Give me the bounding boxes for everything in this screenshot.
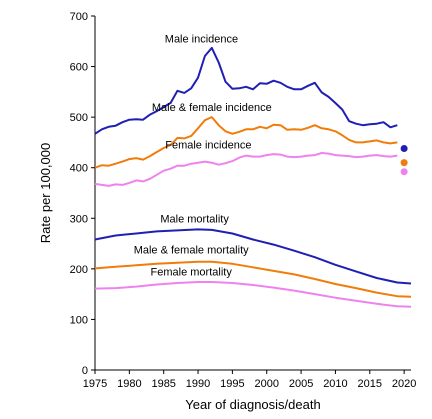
y-tick-label: 100	[70, 314, 88, 326]
series-label-female-mortality: Female mortality	[151, 266, 233, 278]
series-label-male-female-incidence: Male & female incidence	[152, 102, 272, 114]
y-tick-label: 500	[70, 112, 88, 124]
point-2020-male-female-incidence	[400, 159, 408, 167]
y-tick-label: 200	[70, 264, 88, 276]
x-tick-label: 1985	[151, 378, 175, 390]
series-line-male-female-incidence	[94, 116, 398, 169]
x-tick-label: 2015	[358, 378, 382, 390]
y-axis-ticks: 0 100 200 300 400 500 600 700	[70, 11, 95, 377]
y-tick-label: 300	[70, 213, 88, 225]
series-lines	[94, 46, 412, 308]
x-tick-label: 1975	[83, 378, 107, 390]
x-tick-label: 2005	[289, 378, 313, 390]
series-labels: Male incidence Male & female incidence Fem…	[134, 33, 272, 278]
series-label-male-female-mortality: Male & female mortality	[134, 245, 249, 257]
series-line-male-mortality	[94, 228, 412, 285]
x-axis-ticks: 1975 1980 1985 1990 1995 2000 2005 2010 2015 2020	[83, 370, 416, 390]
series-label-female-incidence: Female incidence	[165, 139, 251, 151]
series-line-male-incidence	[94, 46, 398, 135]
x-tick-label: 2010	[323, 378, 347, 390]
series-label-male-incidence: Male incidence	[165, 33, 238, 45]
x-axis-title: Year of diagnosis/death	[185, 397, 320, 412]
y-tick-label: 600	[70, 62, 88, 74]
x-tick-label: 1980	[117, 378, 141, 390]
point-2020-female-incidence	[400, 168, 408, 176]
x-tick-label: 1990	[186, 378, 210, 390]
y-tick-label: 0	[82, 365, 88, 377]
y-tick-label: 400	[70, 163, 88, 175]
y-tick-label: 700	[70, 11, 88, 23]
points-2020	[400, 144, 408, 176]
series-label-male-mortality: Male mortality	[160, 213, 229, 225]
x-tick-label: 1995	[220, 378, 244, 390]
series-line-male-female-mortality	[94, 260, 412, 298]
y-axis-title: Rate per 100,000	[38, 143, 53, 243]
x-tick-label: 2020	[392, 378, 416, 390]
series-line-female-incidence	[94, 152, 398, 187]
x-tick-label: 2000	[254, 378, 278, 390]
point-2020-male-incidence	[400, 144, 408, 152]
series-line-female-mortality	[94, 281, 412, 308]
